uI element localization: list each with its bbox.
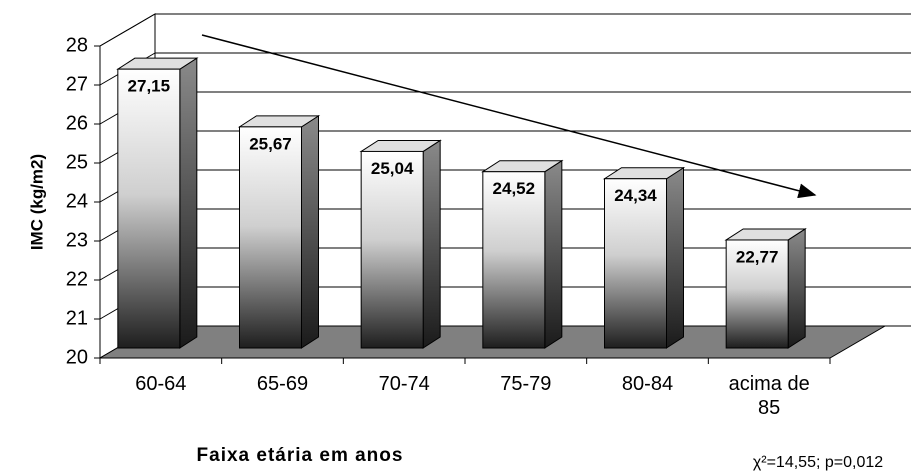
y-axis-title: IMC (kg/m2) [27,154,46,250]
x-tick-label: acima de 85 [728,373,810,419]
y-tick-label: 24 [66,190,88,212]
y-tick-label: 28 [66,34,88,56]
value-label: 24,52 [493,179,536,198]
bar [482,171,546,349]
x-tick-label: 60-64 [135,373,187,395]
value-label: 25,67 [249,134,292,153]
y-tick-label: 25 [66,151,88,173]
trend-arrow [201,34,817,199]
value-label: 24,34 [614,186,657,205]
bar-side [422,139,441,349]
value-label: 27,15 [128,77,171,96]
bar [725,239,789,349]
value-label: 22,77 [736,247,779,266]
y-tick-label: 26 [66,112,88,134]
value-label: 25,04 [371,159,414,178]
grid-line [99,13,156,47]
x-tick-label: 80-84 [621,373,674,395]
y-tick-label: 23 [66,229,88,251]
x-axis-title: Faixa etária em anos [197,445,404,466]
annotation: χ²=14,55; p=0,012 [753,454,883,471]
bar [117,68,181,349]
x-tick-label: 65-69 [256,373,309,395]
bar-side [301,114,319,349]
bar-side [666,166,684,349]
y-tick-label: 21 [66,307,88,329]
x-tick-label: 75-79 [500,373,552,395]
bar-side [787,228,806,349]
bar [604,178,667,349]
bar-side [544,159,563,349]
x-tick-label: 70-74 [378,373,430,395]
bar-side [179,57,198,349]
y-tick-label: 27 [66,73,88,95]
bar [360,150,424,349]
y-tick-label: 20 [66,346,88,368]
y-tick-label: 22 [66,268,88,290]
bar [239,126,302,349]
